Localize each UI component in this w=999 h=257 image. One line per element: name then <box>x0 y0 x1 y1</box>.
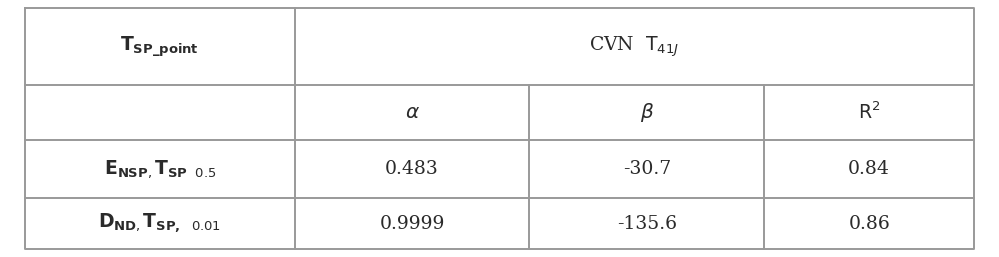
Text: $\mathbf{D}_{\mathbf{ND},}\mathbf{T}_{\mathbf{SP,}\ \ 0.01}$: $\mathbf{D}_{\mathbf{ND},}\mathbf{T}_{\m… <box>98 212 222 235</box>
Text: $\alpha$: $\alpha$ <box>405 103 420 122</box>
Text: 0.483: 0.483 <box>386 160 439 178</box>
Text: -30.7: -30.7 <box>622 160 671 178</box>
Text: 0.84: 0.84 <box>848 160 890 178</box>
Text: CVN  $\mathrm{T}_{41J}$: CVN $\mathrm{T}_{41J}$ <box>589 34 679 59</box>
Text: $\mathbf{E}_{\mathbf{NSP},}\mathbf{T}_{\mathbf{SP}\ \ 0.5}$: $\mathbf{E}_{\mathbf{NSP},}\mathbf{T}_{\… <box>104 158 216 180</box>
Text: 0.9999: 0.9999 <box>380 215 445 233</box>
Text: -135.6: -135.6 <box>616 215 677 233</box>
Text: $\mathrm{R}^{2}$: $\mathrm{R}^{2}$ <box>858 102 880 123</box>
Text: $\beta$: $\beta$ <box>639 101 654 124</box>
Text: 0.86: 0.86 <box>848 215 890 233</box>
Text: $\mathbf{T}_{\mathbf{SP\_point}}$: $\mathbf{T}_{\mathbf{SP\_point}}$ <box>121 34 199 58</box>
